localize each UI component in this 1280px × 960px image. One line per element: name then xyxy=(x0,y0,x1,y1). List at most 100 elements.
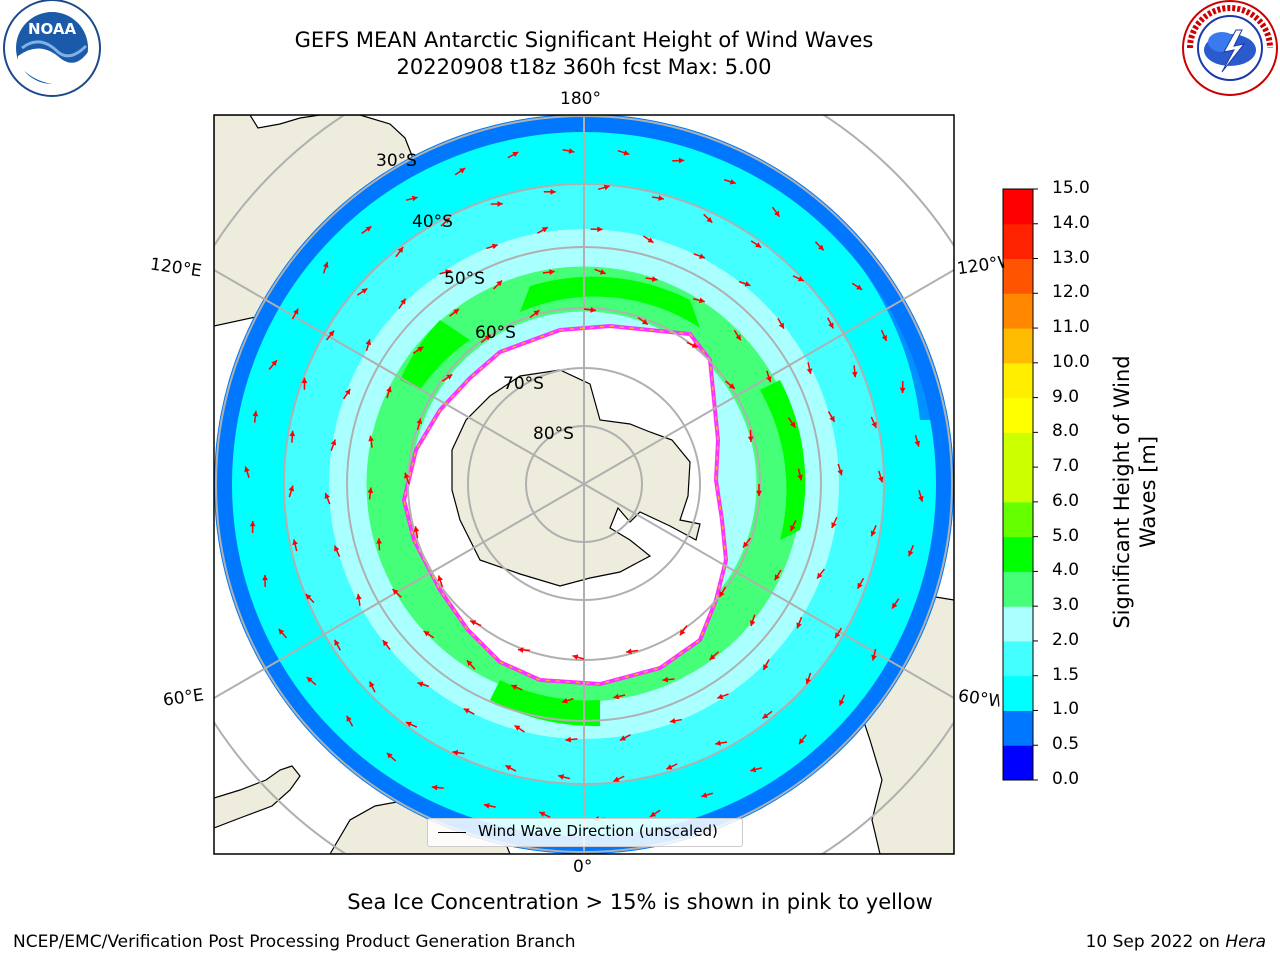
wind-arrow-head xyxy=(549,269,555,275)
colorbar-segment xyxy=(1003,710,1033,746)
wind-arrow-head xyxy=(417,346,424,353)
wind-arrow-head xyxy=(717,693,724,700)
wind-arrow-head xyxy=(691,342,698,348)
wind-arrow-head xyxy=(288,485,295,492)
colorbar-segment xyxy=(1003,640,1033,677)
wind-arrow-head xyxy=(871,421,877,428)
wind-arrow-head xyxy=(817,572,823,579)
colorbar-segment xyxy=(1003,328,1033,364)
wind-arrow-head xyxy=(729,179,736,185)
wind-arrow-head xyxy=(416,418,423,425)
wind-arrow-head xyxy=(411,195,418,202)
wind-arrow-head xyxy=(774,210,780,217)
wind-arrow-head xyxy=(330,439,337,446)
wind-arrow-head xyxy=(382,640,389,647)
wind-arrow-head xyxy=(470,620,477,626)
wind-arrow-head xyxy=(244,466,250,473)
wind-arrow-head xyxy=(445,269,452,275)
wind-arrow-head xyxy=(706,216,713,223)
wind-arrow-head xyxy=(453,308,460,315)
wind-arrow-head xyxy=(678,157,685,164)
wind-arrow-head xyxy=(466,660,473,667)
wind-arrow-head xyxy=(306,677,313,683)
wind-arrow-head xyxy=(344,388,351,395)
wind-arrow-head xyxy=(484,335,491,341)
colorbar-tick-label: 15.0 xyxy=(1052,178,1090,198)
wind-arrow-head xyxy=(796,622,802,629)
colorbar-segment xyxy=(1003,223,1033,260)
wind-arrow-head xyxy=(790,525,796,532)
colorbar-segment xyxy=(1003,258,1033,294)
wind-arrow-head xyxy=(871,654,877,661)
wind-arrow-head xyxy=(423,631,430,637)
wind-arrow-head xyxy=(789,421,796,428)
wind-arrow-head xyxy=(252,410,259,417)
wind-arrow-head xyxy=(756,490,762,496)
wind-arrow-head xyxy=(292,539,298,546)
colorbar-tick-label: 5.0 xyxy=(1052,525,1080,546)
wind-arrow-head xyxy=(437,575,443,582)
wind-arrow-head xyxy=(514,725,521,731)
wind-arrow-head xyxy=(805,678,812,685)
wind-wave-arrows xyxy=(244,148,924,822)
wind-arrow-head xyxy=(365,226,372,232)
wind-arrow-head xyxy=(386,752,393,759)
wind-arrow-head xyxy=(590,306,596,313)
wind-arrow-head xyxy=(763,664,769,671)
colorbar-segment xyxy=(1003,536,1033,572)
wind-arrow-head xyxy=(744,281,751,287)
wind-arrow-head xyxy=(870,530,877,537)
wind-arrow-head xyxy=(271,360,277,367)
colorbar-frame xyxy=(1002,188,1034,781)
wind-arrow-head xyxy=(829,415,835,422)
lat-label-50: 50°S xyxy=(444,269,485,289)
wind-arrow-head xyxy=(806,368,813,374)
wind-arrow-head xyxy=(367,487,374,494)
wind-arrow-head xyxy=(541,227,548,233)
wind-arrow-head xyxy=(463,708,470,714)
colorbar-tick-label: 4.0 xyxy=(1052,560,1080,581)
wind-arrow-head xyxy=(346,715,352,722)
wind-arrow-head xyxy=(749,620,756,627)
wind-arrow-head xyxy=(666,764,673,770)
wind-arrow-head xyxy=(539,811,546,817)
wind-arrow-head xyxy=(641,319,648,325)
wind-arrow-head xyxy=(249,520,256,527)
colorbar-tick-label: 7.0 xyxy=(1052,456,1080,477)
nws-logo-icon xyxy=(1182,0,1278,96)
colorbar-title: Significant Height of Wind Waves [m] xyxy=(1110,355,1160,629)
wind-arrow-head xyxy=(497,201,503,207)
wind-arrow-head xyxy=(597,226,603,233)
lat-label-30: 30°S xyxy=(376,151,417,171)
colorbar-tick-label: 10.0 xyxy=(1052,351,1090,372)
wind-arrow-head xyxy=(386,386,392,393)
wind-arrow-head xyxy=(715,740,721,746)
wind-arrow-head xyxy=(334,545,340,552)
wind-arrow-head xyxy=(561,697,568,704)
wind-arrow-head xyxy=(837,469,843,476)
chart-title-line2: 20220908 t18z 360h fcst Max: 5.00 xyxy=(396,55,772,79)
wind-arrow-head xyxy=(404,472,410,479)
africa-land xyxy=(214,765,301,829)
wind-arrow-head xyxy=(613,693,620,700)
colorbar-tick-label: 14.0 xyxy=(1052,212,1090,233)
wind-arrow-head xyxy=(550,188,556,195)
colorbar-tick-label: 1.0 xyxy=(1052,699,1080,720)
wind-arrow-head xyxy=(397,247,404,254)
wind-arrow-head xyxy=(701,792,708,798)
wind-arrow-head xyxy=(699,253,705,259)
wind-arrow-head xyxy=(533,310,540,316)
wind-arrow-head xyxy=(400,298,406,305)
wind-arrow-head xyxy=(762,713,769,719)
wind-arrow-head xyxy=(743,541,749,548)
wind-arrow-head xyxy=(778,322,784,329)
wind-arrow-head xyxy=(908,550,914,557)
wind-arrow-head xyxy=(369,681,375,688)
lat-label-60: 60°S xyxy=(475,323,516,343)
colorbar-tick-label: 9.0 xyxy=(1052,386,1080,407)
wind-arrow-head xyxy=(444,218,450,224)
wind-arrow-head xyxy=(505,765,512,771)
wind-arrow-head xyxy=(918,495,924,502)
wind-arrow-head xyxy=(774,574,780,581)
